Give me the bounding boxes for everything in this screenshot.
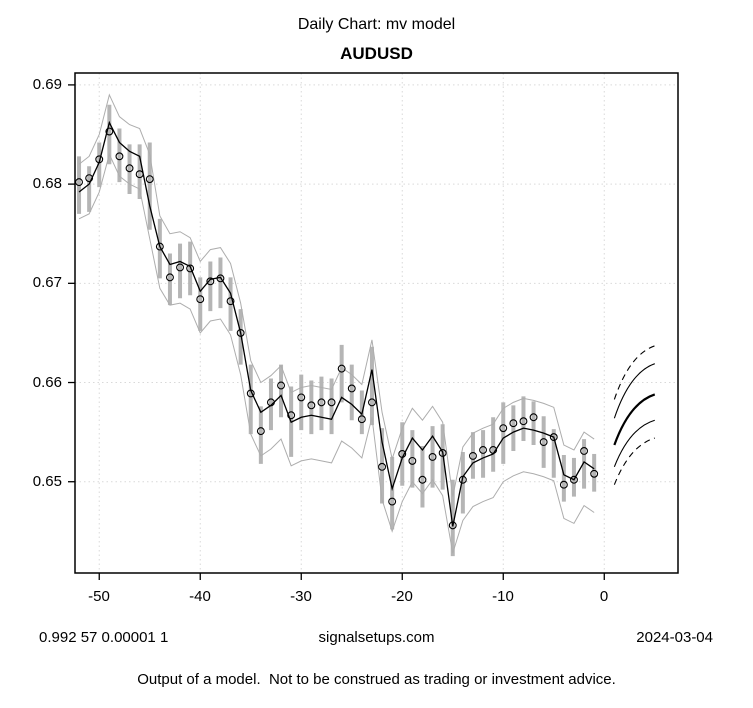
inner-upper-forecast	[613, 363, 655, 419]
chart-title: Daily Chart: mv model	[297, 16, 456, 33]
y-tick-label: 0.69	[32, 76, 62, 93]
x-tick-label: -50	[88, 588, 110, 605]
forecast-fan	[613, 345, 656, 485]
y-tick-label: 0.68	[32, 175, 62, 192]
website-text: signalsetups.com	[318, 629, 435, 646]
x-tick-label: -40	[189, 588, 211, 605]
x-tick-label: 0	[599, 588, 609, 605]
y-tick-label: 0.67	[32, 274, 62, 291]
symbol-title: AUDUSD	[340, 44, 413, 63]
lower-band-line	[78, 152, 595, 554]
observed-close-circles	[75, 127, 599, 530]
daily-range-bars	[77, 104, 597, 557]
x-tick-label: -10	[492, 588, 514, 605]
y-tick-label: 0.65	[32, 473, 62, 490]
center-forecast	[613, 393, 656, 446]
y-tick-label: 0.66	[32, 374, 62, 391]
grid-lines	[75, 73, 678, 573]
outer-upper-forecast	[613, 345, 655, 400]
plot-box-and-ticks	[68, 72, 679, 580]
upper-band-line	[78, 93, 595, 497]
chart-date: 2024-03-04	[636, 629, 713, 646]
model-params-text: 0.992 57 0.00001 1	[39, 629, 169, 646]
outer-lower-forecast	[613, 437, 655, 485]
x-tick-label: -20	[391, 588, 413, 605]
x-tick-label: -30	[290, 588, 312, 605]
inner-lower-forecast	[613, 419, 655, 468]
disclaimer-text: Output of a model. Not to be construed a…	[137, 671, 616, 688]
model-mean-line	[78, 120, 595, 527]
